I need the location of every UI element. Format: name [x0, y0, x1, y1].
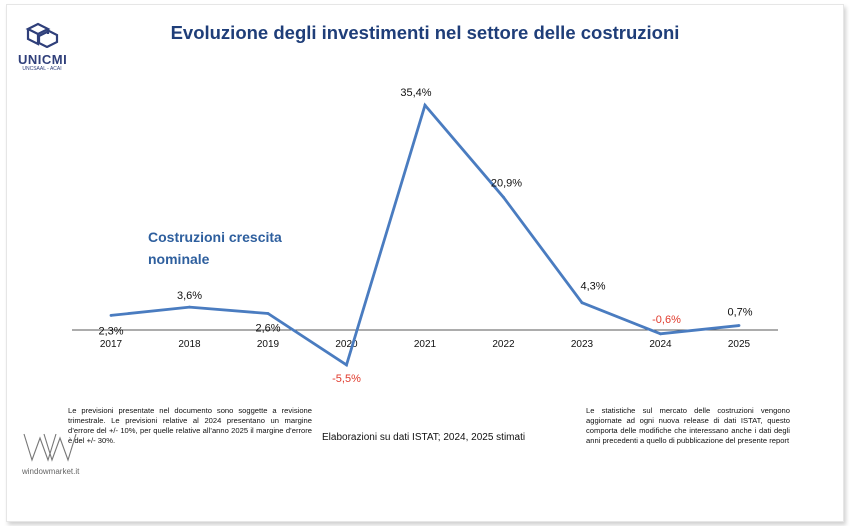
line-chart: 2017 2018 2019 2020 2021 2022 2023 2024 2025 2,3%…: [72, 87, 778, 385]
data-label: 2,6%: [255, 322, 280, 334]
statistics-note: Le statistiche sul mercato delle costruz…: [586, 406, 790, 445]
x-tick-label: 2017: [100, 339, 123, 350]
data-point: [423, 103, 427, 107]
data-point: [109, 313, 113, 317]
series-line: [110, 102, 740, 368]
x-tick-label: 2019: [257, 339, 280, 350]
unicmi-logo-icon: [25, 22, 59, 49]
data-label: 0,7%: [727, 307, 752, 319]
data-label: 3,6%: [177, 290, 202, 302]
unicmi-logo: UNICMI UNCSAAL - ACAI: [18, 22, 68, 72]
data-point: [502, 195, 505, 199]
x-tick-label: 2025: [728, 339, 751, 350]
data-point: [188, 305, 191, 309]
data-point: [659, 332, 662, 336]
forecast-note: Le previsioni presentate nel documento s…: [68, 406, 312, 445]
x-tick-label: 2023: [571, 339, 594, 350]
data-point: [737, 324, 741, 327]
data-label: 2,3%: [98, 325, 123, 337]
windowmarket-watermark: windowmarket.it: [22, 432, 92, 476]
data-label: -0,6%: [652, 314, 681, 326]
data-point: [266, 312, 270, 315]
logo-name: UNICMI: [18, 52, 68, 67]
x-tick-label: 2024: [649, 339, 672, 350]
x-tick-label: 2021: [414, 339, 437, 350]
x-tick-label: 2018: [178, 339, 201, 350]
windowmarket-logo-icon: [23, 433, 77, 462]
data-label: 4,3%: [580, 281, 605, 293]
data-point: [580, 301, 584, 305]
data-label: 20,9%: [491, 177, 522, 189]
page-title: Evoluzione degli investimenti nel settor…: [170, 22, 680, 43]
watermark-text: windowmarket.it: [22, 467, 80, 476]
x-tick-label: 2022: [492, 339, 515, 350]
data-label: 35,4%: [400, 87, 431, 99]
x-tick-label: 2020: [335, 339, 358, 350]
series-label: Costruzioni crescita nominale: [148, 229, 282, 267]
slide-frame: [6, 4, 844, 522]
source-note: Elaborazioni su dati ISTAT; 2024, 2025 s…: [322, 432, 526, 443]
data-label: -5,5%: [332, 373, 361, 385]
data-point: [345, 363, 348, 367]
logo-subtitle: UNCSAAL - ACAI: [22, 66, 62, 72]
